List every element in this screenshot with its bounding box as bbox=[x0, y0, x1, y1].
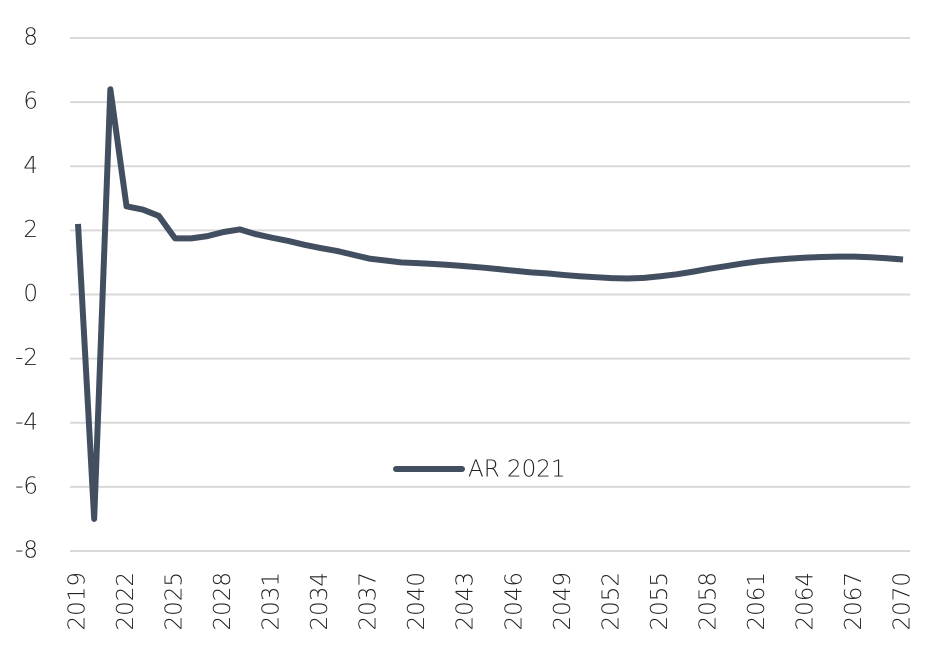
y-tick-label: 2 bbox=[23, 217, 38, 243]
y-tick-label: 4 bbox=[23, 153, 38, 179]
x-tick-label: 2058 bbox=[695, 572, 721, 631]
x-tick-label: 2022 bbox=[113, 572, 139, 631]
x-tick-label: 2019 bbox=[65, 572, 91, 631]
y-tick-label: -4 bbox=[15, 409, 38, 435]
x-tick-label: 2025 bbox=[162, 572, 188, 631]
x-tick-label: 2034 bbox=[307, 572, 333, 631]
x-tick-label: 2028 bbox=[210, 572, 236, 631]
x-tick-label: 2046 bbox=[501, 572, 527, 631]
x-tick-label: 2040 bbox=[404, 572, 430, 631]
y-tick-label: -6 bbox=[15, 473, 38, 499]
legend-label: AR 2021 bbox=[468, 457, 566, 483]
x-tick-label: 2064 bbox=[792, 572, 818, 631]
y-tick-label: 6 bbox=[23, 89, 38, 115]
x-tick-label: 2049 bbox=[550, 572, 576, 631]
y-tick-label: -2 bbox=[15, 345, 38, 371]
x-tick-label: 2061 bbox=[744, 572, 770, 631]
y-tick-label: 8 bbox=[23, 25, 38, 51]
y-tick-label: 0 bbox=[23, 281, 38, 307]
x-tick-label: 2067 bbox=[841, 572, 867, 631]
y-tick-label: -8 bbox=[15, 538, 38, 564]
x-tick-label: 2052 bbox=[598, 572, 624, 631]
x-tick-label: 2031 bbox=[259, 572, 285, 631]
x-tick-label: 2055 bbox=[647, 572, 673, 631]
x-tick-label: 2070 bbox=[890, 572, 916, 631]
x-tick-label: 2037 bbox=[356, 572, 382, 631]
line bbox=[75, 86, 904, 522]
x-tick-label: 2043 bbox=[453, 572, 479, 631]
